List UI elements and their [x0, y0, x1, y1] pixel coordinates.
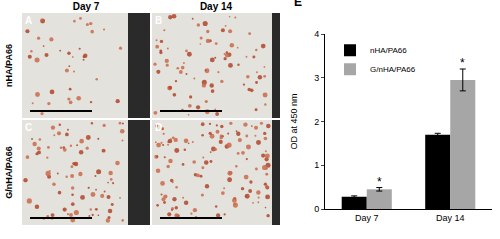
svg-text:C: C: [25, 122, 32, 133]
svg-text:0: 0: [314, 204, 319, 214]
svg-text:nHA/PA66: nHA/PA66: [4, 44, 14, 87]
svg-text:2: 2: [314, 117, 319, 127]
svg-text:Day 7: Day 7: [73, 1, 100, 12]
svg-text:*: *: [460, 56, 465, 70]
svg-text:4: 4: [314, 29, 319, 39]
svg-text:A: A: [25, 15, 32, 26]
svg-text:Day 14: Day 14: [436, 213, 465, 223]
svg-text:*: *: [377, 175, 382, 189]
svg-text:3: 3: [314, 73, 319, 83]
svg-text:G/nHA/PA66: G/nHA/PA66: [370, 65, 416, 74]
svg-text:OD at 450 nm: OD at 450 nm: [289, 93, 299, 149]
svg-text:Day 14: Day 14: [200, 1, 233, 12]
svg-text:1: 1: [314, 160, 319, 170]
svg-text:Day 7: Day 7: [355, 213, 379, 223]
svg-text:B: B: [155, 15, 162, 26]
svg-text:nHA/PA66: nHA/PA66: [370, 46, 407, 55]
svg-text:G/nHA/PA66: G/nHA/PA66: [4, 146, 14, 198]
svg-text:D: D: [155, 122, 162, 133]
svg-text:E: E: [294, 0, 302, 9]
